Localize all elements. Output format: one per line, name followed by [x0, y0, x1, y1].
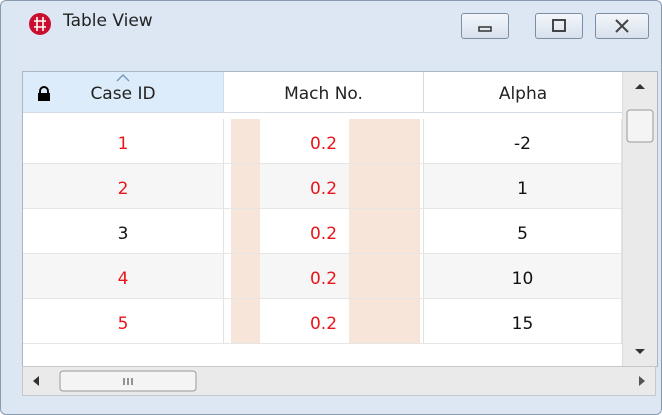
- table: Case ID Mach No. Alpha 1 0.2 -2 2 0.2 1 3 0.2 5 4…: [22, 71, 658, 367]
- table-cell[interactable]: 0.2: [224, 119, 424, 164]
- table-cell[interactable]: 3: [23, 209, 224, 254]
- table-cell[interactable]: 0.2: [224, 164, 424, 209]
- column-header[interactable]: Mach No.: [224, 72, 424, 113]
- window-title: Table View: [63, 11, 153, 31]
- table-cell[interactable]: 15: [424, 299, 622, 344]
- app-icon: [29, 13, 51, 35]
- sort-arrow: [116, 74, 130, 82]
- horizontal-scrollbar[interactable]: [22, 366, 656, 396]
- table-cell[interactable]: 10: [424, 254, 622, 299]
- maximize-button[interactable]: [535, 13, 583, 39]
- column-header[interactable]: Case ID: [23, 72, 224, 113]
- table-cell[interactable]: 1: [23, 119, 224, 164]
- table-cell[interactable]: 1: [424, 164, 622, 209]
- table-cell[interactable]: 2: [23, 164, 224, 209]
- table-cell[interactable]: -2: [424, 119, 622, 164]
- lock-icon: [38, 86, 50, 101]
- vertical-scrollbar[interactable]: [622, 72, 657, 366]
- table-cell[interactable]: 0.2: [224, 209, 424, 254]
- minimize-button[interactable]: [461, 13, 509, 39]
- table-cell[interactable]: 4: [23, 254, 224, 299]
- table-cell[interactable]: 5: [23, 299, 224, 344]
- column-header[interactable]: Alpha: [424, 72, 623, 113]
- table-cell[interactable]: 0.2: [224, 299, 424, 344]
- close-button[interactable]: [595, 13, 649, 39]
- table-cell[interactable]: 0.2: [224, 254, 424, 299]
- table-cell[interactable]: 5: [424, 209, 622, 254]
